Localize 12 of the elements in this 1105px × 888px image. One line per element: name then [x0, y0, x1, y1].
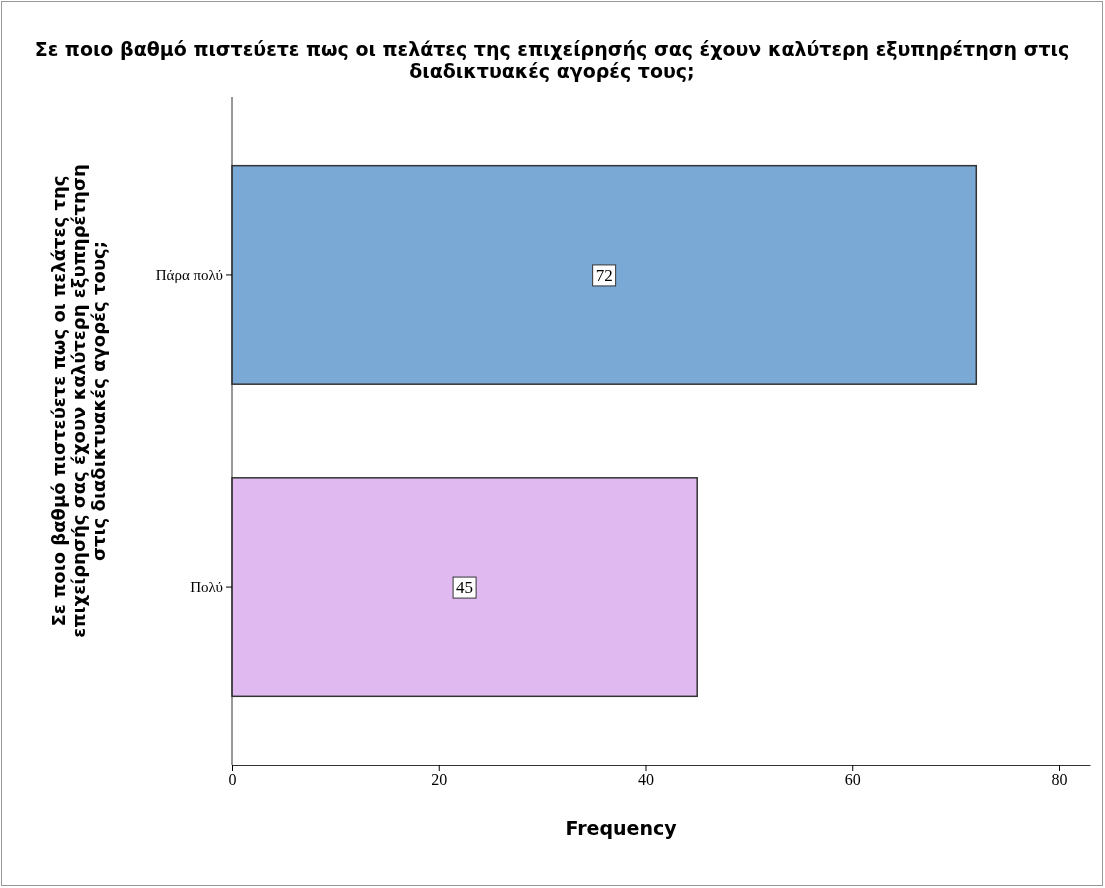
- y-axis-title: Σε ποιο βαθμό πιστεύετε πως οι πελάτες της επιχείρησής σας έχουν καλύτερη εξυπηρέτηση στις διαδικτυακές αγορές τους;: [48, 164, 109, 638]
- y-tick-label: Πάρα πολύ: [155, 266, 223, 283]
- data-label: 72: [595, 265, 613, 285]
- x-tick-label: 40: [637, 771, 654, 789]
- x-tick-label: 20: [431, 771, 448, 789]
- x-axis-title: Frequency: [565, 817, 678, 839]
- y-tick-label: Πολύ: [190, 578, 223, 595]
- chart-title: Σε ποιο βαθμό πιστεύετε πως οι πελάτες της επιχείρησής σας έχουν καλύτερη εξυπηρέτηση στις διαδικτυακές αγορές τους;: [34, 38, 1070, 82]
- data-label: 45: [456, 578, 474, 598]
- x-tick-label: 0: [228, 771, 237, 789]
- x-tick-label: 60: [844, 771, 861, 789]
- x-tick-label: 80: [1051, 771, 1068, 789]
